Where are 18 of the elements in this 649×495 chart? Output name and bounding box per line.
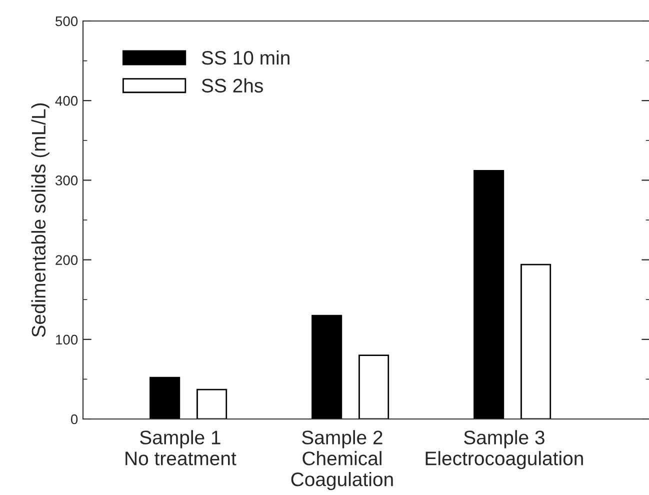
bar — [312, 314, 342, 419]
y-tick-label: 0 — [70, 414, 78, 424]
bar — [520, 264, 552, 419]
bar — [474, 170, 504, 419]
x-tick-label: Sample 3 Electrocoagulation — [426, 430, 583, 470]
bar — [150, 376, 180, 419]
bar — [358, 354, 390, 419]
y-tick-label: 400 — [55, 96, 78, 106]
y-axis-title: Sedimentable solids (mL/L) — [31, 103, 50, 337]
x-tick-label: Sample 2 Chemical Coagulation — [291, 430, 393, 490]
x-tick-label: Sample 1 No treatment — [126, 430, 236, 466]
y-tick-label: 500 — [56, 16, 78, 26]
bar — [196, 388, 228, 419]
y-tick-label: 200 — [56, 255, 78, 265]
y-tick-label: 100 — [56, 334, 78, 345]
y-tick-label: 300 — [56, 176, 78, 186]
legend-label: SS 10 min — [202, 50, 290, 65]
legend-label: SS 2hs — [202, 78, 263, 93]
